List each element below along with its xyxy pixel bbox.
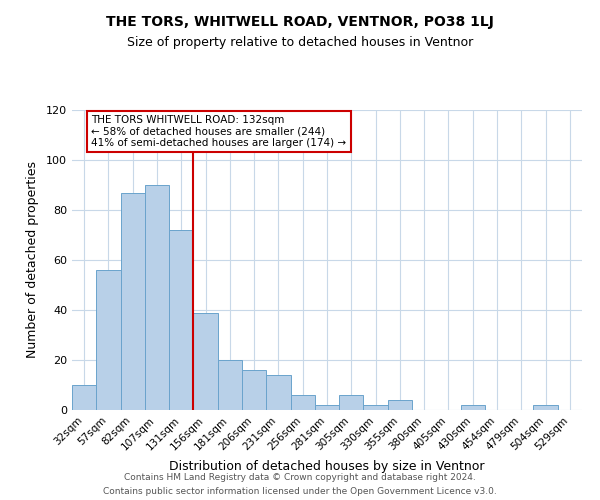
Bar xyxy=(121,192,145,410)
Text: Size of property relative to detached houses in Ventnor: Size of property relative to detached ho… xyxy=(127,36,473,49)
Bar xyxy=(169,230,193,410)
Text: Contains public sector information licensed under the Open Government Licence v3: Contains public sector information licen… xyxy=(103,488,497,496)
Bar xyxy=(96,270,121,410)
Text: THE TORS WHITWELL ROAD: 132sqm
← 58% of detached houses are smaller (244)
41% of: THE TORS WHITWELL ROAD: 132sqm ← 58% of … xyxy=(91,115,347,148)
X-axis label: Distribution of detached houses by size in Ventnor: Distribution of detached houses by size … xyxy=(169,460,485,473)
Bar xyxy=(145,185,169,410)
Bar xyxy=(193,312,218,410)
Bar xyxy=(364,405,388,410)
Y-axis label: Number of detached properties: Number of detached properties xyxy=(26,162,39,358)
Bar xyxy=(533,405,558,410)
Bar xyxy=(388,400,412,410)
Bar xyxy=(290,395,315,410)
Bar xyxy=(266,375,290,410)
Bar xyxy=(218,360,242,410)
Text: Contains HM Land Registry data © Crown copyright and database right 2024.: Contains HM Land Registry data © Crown c… xyxy=(124,472,476,482)
Bar xyxy=(461,405,485,410)
Bar xyxy=(339,395,364,410)
Text: THE TORS, WHITWELL ROAD, VENTNOR, PO38 1LJ: THE TORS, WHITWELL ROAD, VENTNOR, PO38 1… xyxy=(106,15,494,29)
Bar xyxy=(242,370,266,410)
Bar xyxy=(72,385,96,410)
Bar xyxy=(315,405,339,410)
